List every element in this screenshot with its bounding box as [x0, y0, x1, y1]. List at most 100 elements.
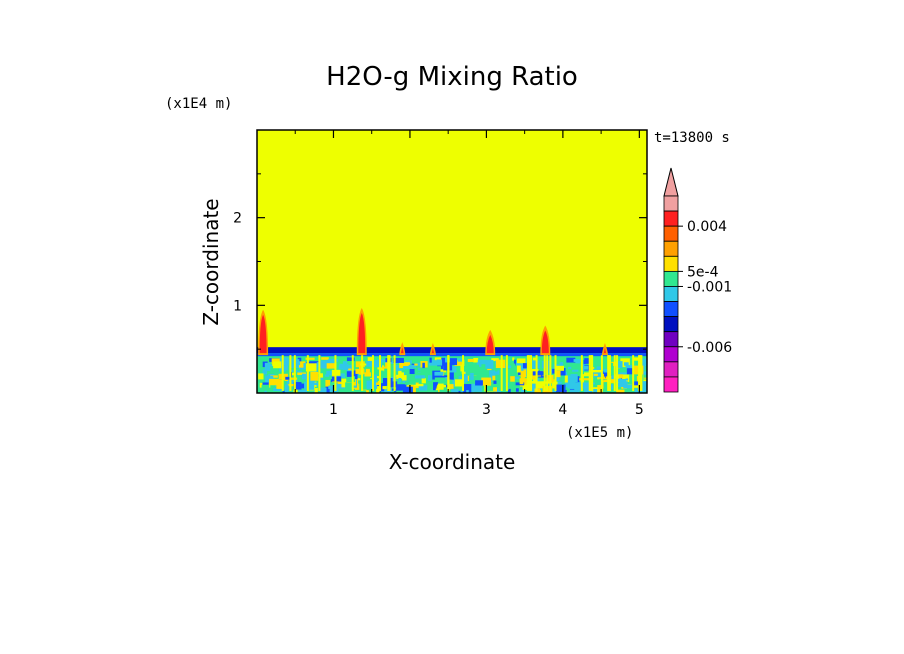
field-cell [380, 370, 384, 373]
field-cell [570, 374, 578, 380]
field-cell [321, 357, 329, 360]
field-cell [614, 361, 623, 368]
updraft-column [632, 355, 635, 391]
colorbar-swatch [663, 316, 679, 333]
updraft-column [500, 355, 503, 391]
updraft-column [608, 355, 611, 391]
updraft-column [526, 355, 529, 391]
field-cell [257, 367, 263, 376]
field-cell [433, 360, 438, 364]
field-cell [572, 369, 579, 372]
field-cell [486, 383, 496, 391]
field-cell [331, 376, 342, 382]
field-cell [440, 369, 447, 373]
field-cell [414, 383, 424, 387]
field-cell [517, 358, 526, 364]
field-cell [396, 370, 404, 379]
field-cell [493, 379, 497, 384]
field-cell [297, 372, 307, 375]
field-cell [584, 358, 590, 364]
field-cell [396, 384, 407, 392]
field-cell [374, 359, 383, 368]
field-cell [481, 377, 492, 386]
y-tick-label: 1 [233, 298, 242, 314]
field-cell [261, 384, 270, 390]
layer-top-band-light [257, 353, 647, 357]
field-cell [466, 390, 469, 393]
colorbar-swatch [663, 331, 679, 348]
field-cell [460, 364, 464, 373]
field-cell [449, 358, 458, 366]
field-cell [583, 365, 589, 370]
field-cell [304, 381, 315, 390]
field-cell [403, 366, 414, 370]
field-cell [573, 359, 583, 362]
colorbar-swatch [663, 361, 679, 378]
updraft-column [447, 355, 450, 391]
updraft-column [530, 355, 533, 391]
plume-core-6 [603, 348, 607, 354]
updraft-column [462, 355, 465, 391]
field-cell [273, 361, 282, 369]
x-tick-label: 2 [405, 402, 414, 418]
plume-core-3 [541, 330, 549, 354]
updraft-column [289, 355, 292, 391]
field-cell [476, 362, 481, 365]
field-cell [556, 370, 561, 378]
field-cell [519, 378, 524, 385]
field-cell [276, 379, 284, 389]
plume-core-1 [358, 312, 366, 354]
field-cell [566, 378, 576, 387]
field-cell [314, 387, 318, 393]
field-cell [398, 377, 402, 383]
field-cell [420, 367, 429, 374]
field-cell [445, 377, 449, 380]
updraft-column [640, 355, 643, 391]
field-cell [364, 372, 372, 377]
field-cell [626, 368, 636, 375]
field-cell [498, 386, 509, 391]
field-cell [402, 375, 407, 381]
updraft-column [546, 355, 549, 391]
field-cell [317, 381, 326, 388]
field-cell [452, 378, 456, 387]
x-tick-label: 3 [482, 402, 491, 418]
field-cell [557, 368, 566, 376]
field-cell [298, 390, 307, 393]
field-cell [293, 382, 302, 390]
field-cell [470, 372, 474, 380]
field-cell [520, 388, 525, 393]
field-cell [262, 382, 269, 386]
updraft-column [388, 355, 391, 391]
field-cell [285, 376, 290, 380]
updraft-column [379, 355, 382, 391]
field-cell [583, 359, 586, 365]
field-cell [566, 357, 576, 363]
field-cell [434, 371, 444, 376]
field-cell [602, 371, 609, 379]
field-cell [557, 381, 562, 384]
field-cell [266, 370, 274, 374]
field-cell [402, 386, 413, 393]
colorbar-swatch [663, 376, 679, 393]
chart-title: H2O-g Mixing Ratio [326, 62, 578, 92]
field-cell [593, 389, 598, 393]
field-cell [530, 383, 535, 393]
field-cell [473, 357, 479, 363]
field-cell [269, 378, 279, 386]
colorbar-swatch [663, 210, 679, 227]
field-cell [373, 369, 380, 377]
colorbar-label: -0.006 [687, 340, 732, 356]
field-cell [427, 390, 439, 393]
updraft-column [351, 355, 354, 391]
colorbar-swatch [663, 195, 679, 212]
field-cell [376, 382, 380, 386]
field-cell [360, 363, 368, 366]
field-cell [569, 389, 580, 393]
field-cell [399, 362, 411, 369]
field-cell [326, 363, 337, 369]
x-unit-label: (x1E5 m) [566, 425, 633, 441]
updraft-column [607, 355, 610, 391]
field-cell [301, 373, 310, 380]
updraft-column [393, 355, 396, 391]
